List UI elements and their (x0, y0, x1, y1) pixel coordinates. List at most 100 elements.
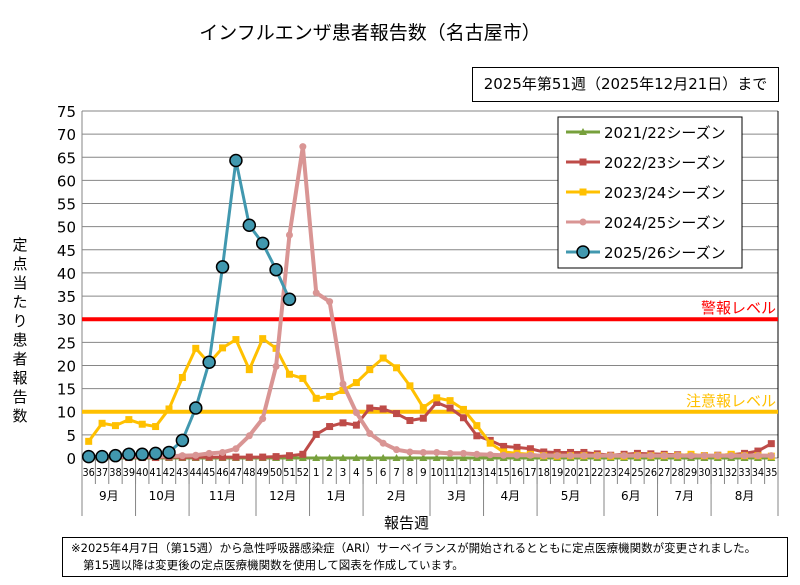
data-point (81, 449, 96, 464)
data-point (567, 452, 575, 460)
footnote-line-1: ※2025年4月7日（第15週）から急性呼吸器感染症（ARI）サーベイランスが開… (71, 541, 757, 555)
data-point (754, 447, 762, 455)
data-point (219, 448, 227, 456)
legend-marker (579, 218, 587, 226)
data-point (459, 454, 468, 461)
data-point (122, 447, 136, 462)
month-label: 4月 (500, 489, 520, 503)
y-tick-label: 60 (57, 172, 76, 190)
x-tick-label: 26 (645, 467, 658, 479)
data-point (473, 450, 481, 458)
data-point (526, 451, 534, 459)
month-label: 2月 (387, 489, 407, 503)
data-point (647, 452, 655, 460)
x-tick-label: 12 (457, 467, 469, 479)
y-tick-label: 5 (66, 427, 76, 445)
data-point (108, 448, 123, 463)
data-point (85, 437, 93, 445)
data-point (219, 344, 227, 352)
data-point (419, 404, 427, 412)
data-point (500, 442, 508, 450)
data-point (593, 452, 601, 460)
series-2025/26シーズン (81, 153, 297, 464)
data-point (459, 449, 467, 457)
data-point (459, 414, 467, 422)
data-point (189, 401, 203, 415)
x-tick-label: 13 (471, 467, 483, 479)
x-tick-label: 17 (524, 467, 536, 479)
data-point (513, 443, 521, 451)
data-point (312, 394, 320, 402)
y-tick-label: 65 (57, 149, 76, 167)
data-point (259, 453, 267, 461)
data-point (633, 452, 641, 460)
data-point (312, 430, 320, 438)
y-axis-label: 定点当たり患者報告数 (12, 236, 28, 425)
x-tick-label: 14 (484, 467, 497, 479)
data-point (326, 392, 334, 400)
data-point (245, 366, 253, 374)
data-point (326, 423, 334, 431)
x-tick-label: 20 (564, 467, 576, 479)
data-point (162, 445, 176, 460)
data-point (700, 452, 708, 460)
x-tick-label: 33 (738, 467, 750, 479)
x-tick-label: 31 (712, 467, 724, 479)
series-2024/25シーズン (85, 143, 775, 461)
month-label: 11月 (209, 489, 236, 503)
data-point (219, 453, 227, 461)
x-tick-label: 40 (136, 467, 148, 479)
data-point (432, 454, 441, 461)
data-point (175, 433, 190, 448)
y-tick-label: 40 (57, 265, 76, 283)
data-point (339, 386, 347, 394)
y-tick-label: 20 (57, 357, 76, 375)
data-point (660, 452, 668, 460)
data-point (152, 423, 160, 431)
footnote: ※2025年4月7日（第15週）から急性呼吸器感染症（ARI）サーベイランスが開… (62, 537, 788, 577)
data-point (285, 370, 293, 378)
data-point (379, 405, 387, 413)
data-point (352, 454, 361, 461)
data-point (339, 454, 347, 461)
data-point (192, 451, 200, 459)
data-point (135, 447, 149, 462)
data-point (392, 454, 401, 461)
chart-title: インフルエンザ患者報告数（名古屋市） (199, 22, 541, 44)
data-point (299, 374, 307, 382)
data-point (229, 153, 243, 168)
x-tick-label: 3 (340, 467, 347, 479)
data-point (365, 454, 374, 461)
data-point (405, 454, 414, 461)
data-point (242, 218, 257, 233)
data-point (379, 354, 387, 362)
data-point (540, 448, 548, 456)
data-point (473, 422, 481, 430)
data-point (259, 415, 267, 423)
month-label: 9月 (99, 489, 119, 503)
x-tick-label: 24 (618, 467, 631, 479)
x-tick-label: 36 (83, 467, 96, 479)
legend-marker (579, 188, 587, 196)
x-tick-label: 49 (257, 467, 269, 479)
x-tick-label: 2 (326, 467, 333, 479)
data-point (446, 397, 454, 405)
x-tick-label: 52 (297, 467, 309, 479)
data-point (406, 382, 414, 390)
x-tick-label: 11 (444, 467, 456, 479)
x-tick-label: 23 (605, 467, 617, 479)
legend: 2021/22シーズン 2022/23シーズン 2023/24シーズン 2024/25… (557, 116, 743, 269)
x-tick-label: 50 (270, 467, 282, 479)
month-label: 8月 (735, 489, 755, 503)
data-point (513, 451, 521, 459)
x-tick-label: 32 (725, 467, 737, 479)
data-point (269, 262, 283, 277)
data-point (366, 404, 374, 412)
y-tick-label: 25 (57, 334, 76, 352)
x-tick-label: 10 (431, 467, 443, 479)
data-point (526, 445, 534, 453)
x-tick-label: 38 (109, 467, 121, 479)
data-point (433, 448, 441, 456)
x-tick-label: 30 (698, 467, 710, 479)
